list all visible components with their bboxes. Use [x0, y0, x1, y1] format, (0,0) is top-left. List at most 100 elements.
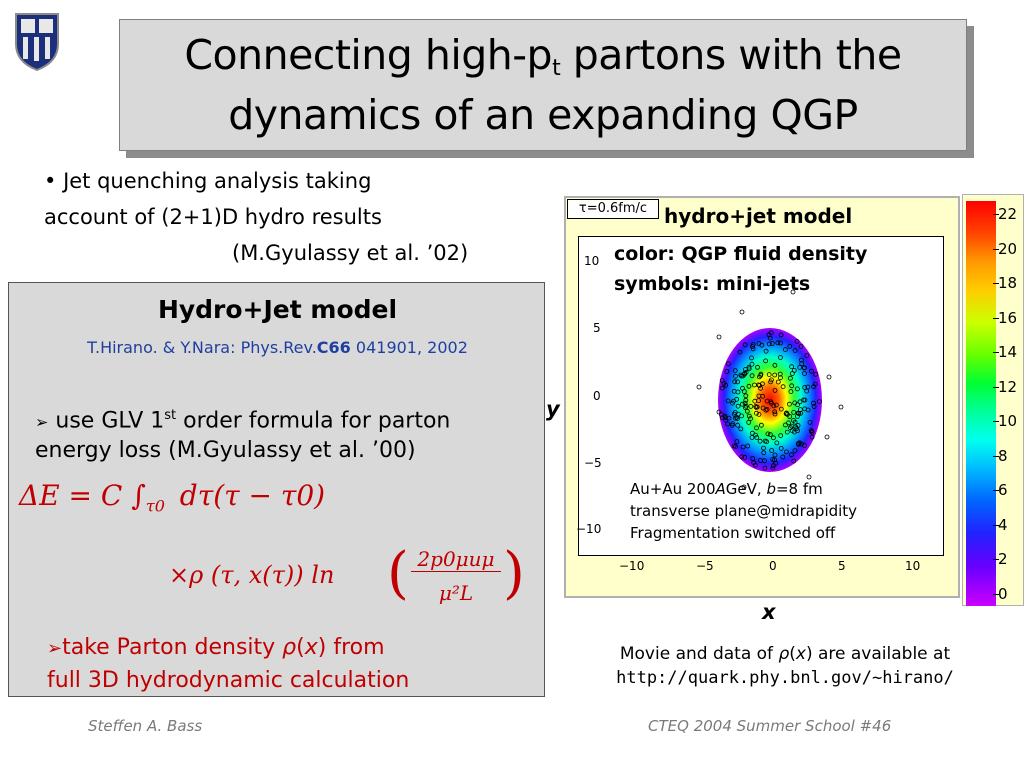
mini-jet-symbol	[797, 364, 803, 370]
mini-jet-symbol	[752, 462, 758, 468]
mini-jet-symbol	[732, 415, 738, 421]
colorbar-tick-label: 20	[998, 239, 1018, 258]
mini-jet-symbol	[772, 452, 778, 458]
colorbar-tick-label: 2	[998, 550, 1008, 569]
mini-jet-symbol	[741, 389, 747, 394]
plot-info-line-1: Au+Au 200AGeV, b=8 fm	[630, 480, 823, 498]
x-tick-label: −5	[696, 559, 714, 573]
mini-jet-symbol	[758, 422, 764, 428]
mini-jet-symbol	[729, 422, 735, 428]
mini-jet-symbol	[746, 419, 752, 425]
colorbar-tick-mark	[993, 386, 999, 388]
mini-jet-symbols	[696, 289, 844, 490]
colorbar-tick-mark	[993, 248, 999, 250]
mini-jet-symbol	[753, 432, 758, 438]
mini-jet-symbol	[789, 452, 794, 458]
mini-jet-symbol	[768, 377, 774, 383]
equation-fraction-numerator: 2p0μuμ	[411, 547, 501, 572]
mini-jet-symbol	[794, 413, 800, 419]
mini-jet-symbol	[772, 387, 778, 393]
mini-jet-symbol	[784, 410, 789, 416]
mini-jet-symbol	[734, 416, 740, 422]
mini-jet-symbol	[764, 406, 770, 412]
title-line-1: Connecting high-pt partons with the	[184, 31, 902, 81]
mini-jet-symbol	[804, 353, 810, 358]
mini-jet-symbol	[761, 450, 767, 456]
mini-jet-symbol	[792, 419, 798, 425]
mini-jet-symbol	[770, 465, 776, 471]
movie-url[interactable]: http://quark.phy.bnl.gov/~hirano/	[616, 668, 954, 688]
mini-jet-symbol	[788, 389, 794, 395]
mini-jet-symbol	[735, 422, 741, 428]
mini-jet-symbol	[768, 400, 774, 406]
plot-info-line-3: Fragmentation switched off	[630, 524, 836, 542]
mini-jet-symbol	[758, 385, 764, 391]
colorbar-tick-mark	[993, 214, 999, 215]
mini-jet-symbol	[783, 422, 788, 428]
mini-jet-symbol	[761, 445, 766, 451]
x-tick-label: 10	[905, 559, 921, 573]
mini-jet-symbol	[756, 411, 762, 417]
mini-jet-symbol	[744, 408, 750, 414]
mini-jet-symbol	[766, 372, 772, 378]
mini-jet-symbol	[743, 397, 749, 403]
mini-jet-symbol	[746, 383, 752, 389]
mini-jet-symbol	[787, 375, 793, 381]
x-tick-label: 0	[769, 559, 777, 573]
mini-jet-symbol	[772, 457, 778, 463]
mini-jet-symbol	[807, 419, 813, 425]
mini-jet-symbol	[724, 369, 730, 374]
mini-jet-symbol	[741, 484, 747, 490]
colorbar-tick-mark	[993, 421, 999, 423]
mini-jet-symbol	[826, 374, 832, 380]
mini-jet-symbol	[778, 332, 784, 338]
x-tick-label: −10	[619, 559, 645, 573]
mini-jet-symbol	[799, 361, 805, 366]
mini-jet-symbol	[767, 432, 773, 438]
mini-jet-symbol	[789, 383, 795, 389]
hydro-jet-model-panel: Hydro+Jet model T.Hirano. & Y.Nara: Phys…	[8, 282, 545, 697]
mini-jet-symbol	[772, 411, 778, 417]
colorbar-tick-label: 4	[998, 515, 1008, 534]
equation-fraction-denominator: μ²L	[438, 581, 474, 605]
mini-jet-symbol	[796, 440, 801, 446]
mini-jet-symbol	[809, 368, 815, 374]
mini-jet-symbol	[797, 407, 803, 413]
mini-jet-symbol	[792, 448, 798, 454]
colorbar-tick-mark	[993, 490, 999, 492]
mini-jet-symbol	[746, 413, 752, 419]
mini-jet-symbol	[795, 423, 801, 428]
parton-density-line-1: ➢take Parton density ρ(x) from	[47, 635, 385, 660]
mini-jet-symbol	[757, 438, 763, 444]
mini-jet-symbol	[754, 425, 759, 431]
mini-jet-symbol	[737, 349, 743, 355]
mini-jet-symbol	[792, 348, 798, 353]
model-reference: T.Hirano. & Y.Nara: Phys.Rev.C66 041901,…	[87, 338, 468, 357]
equation-energy-loss: ΔE = C ∫τ0 dτ(τ − τ0)	[19, 479, 326, 516]
colorbar-tick-label: 10	[998, 412, 1018, 431]
mini-jet-symbol	[773, 402, 779, 408]
equation-density-term: ×ρ (τ, x(τ)) ln	[169, 561, 335, 589]
mini-jet-symbol	[769, 341, 775, 346]
mini-jet-symbol	[801, 397, 807, 403]
mini-jet-symbol	[734, 439, 740, 445]
mini-jet-symbol	[722, 413, 728, 419]
mini-jet-symbol	[748, 416, 753, 422]
x-axis-label: x	[762, 600, 776, 624]
mini-jet-symbol	[739, 401, 745, 407]
mini-jet-symbol	[778, 433, 784, 439]
model-heading: Hydro+Jet model	[157, 295, 398, 324]
parton-density-line-2: full 3D hydrodynamic calculation	[47, 668, 410, 693]
mini-jet-symbol	[716, 409, 722, 415]
mini-jet-symbol	[792, 400, 798, 406]
mini-jet-symbol	[802, 406, 808, 412]
colorbar-tick-mark	[993, 594, 999, 595]
bullet-line-2: account of (2+1)D hydro results	[44, 205, 382, 229]
mini-jet-symbol	[696, 384, 702, 390]
mini-jet-symbol	[763, 358, 769, 364]
mini-jet-symbol	[716, 334, 722, 340]
mini-jet-symbol	[742, 455, 748, 460]
mini-jet-symbol	[783, 449, 789, 455]
colorbar-tick-mark	[993, 524, 999, 526]
university-logo	[12, 10, 62, 72]
